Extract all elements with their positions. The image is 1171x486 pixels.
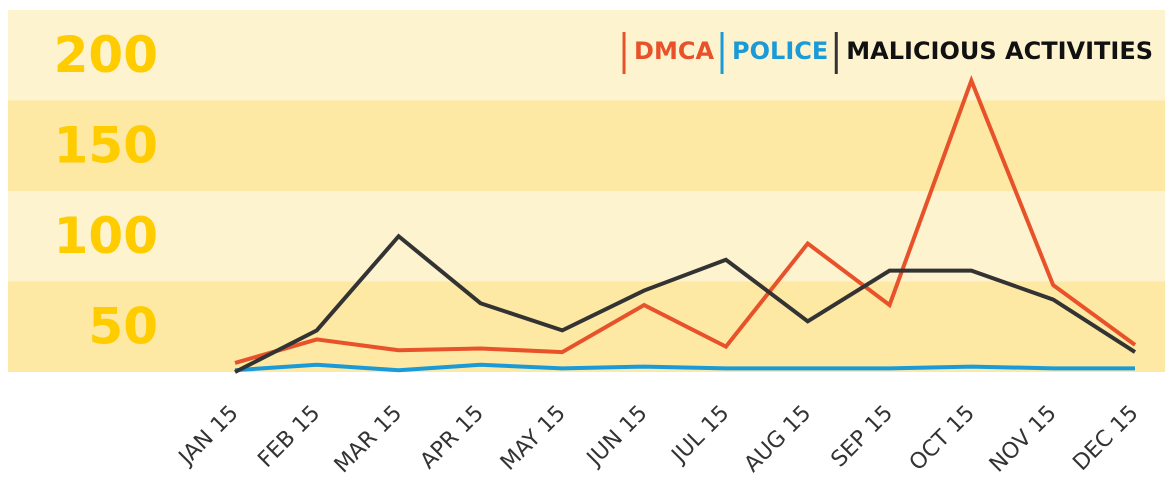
line (234, 362, 1135, 373)
x-tick-label: JAN 15 (173, 401, 243, 471)
line (234, 74, 1137, 365)
legend-label: POLICE (732, 37, 828, 65)
legend: MALICIOUS ACTIVITIES POLICE DMCA (622, 32, 1153, 74)
band (8, 100, 1165, 191)
x-tick-label: JUL 15 (666, 401, 734, 469)
y-tick-label: 100 (54, 207, 158, 265)
x-tick-label: OCT 15 (905, 401, 980, 476)
x-tick-label: APR 15 (416, 401, 489, 474)
line (234, 233, 1137, 374)
x-tick-label: DEC 15 (1068, 401, 1143, 476)
y-tick-label: 200 (54, 26, 158, 84)
x-tick-label: MAR 15 (330, 401, 407, 478)
y-tick-label: 150 (54, 116, 158, 174)
x-tick-label: JUN 15 (581, 401, 652, 472)
x-tick-label: NOV 15 (985, 401, 1062, 478)
band (8, 191, 1165, 282)
x-tick-label: FEB 15 (253, 401, 325, 473)
legend-label: DMCA (634, 37, 714, 65)
legend-label: MALICIOUS ACTIVITIES (846, 37, 1153, 65)
band (8, 281, 1165, 372)
x-tick-label: AUG 15 (740, 401, 817, 478)
y-tick-label: 50 (88, 297, 158, 355)
x-tick-label: MAY 15 (496, 401, 571, 476)
x-tick-label: SEP 15 (827, 401, 899, 473)
